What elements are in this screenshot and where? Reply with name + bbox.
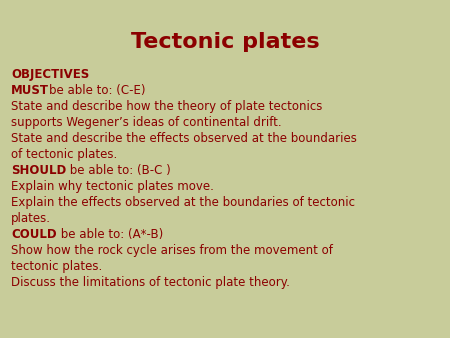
- Text: Explain why tectonic plates move.: Explain why tectonic plates move.: [11, 180, 214, 193]
- Text: MUST: MUST: [11, 84, 49, 97]
- Text: SHOULD: SHOULD: [11, 164, 67, 177]
- Text: plates.: plates.: [11, 212, 51, 225]
- Text: supports Wegener’s ideas of continental drift.: supports Wegener’s ideas of continental …: [11, 116, 282, 129]
- Text: COULD: COULD: [11, 228, 57, 241]
- Text: be able to: (B-C ): be able to: (B-C ): [67, 164, 171, 177]
- Text: State and describe how the theory of plate tectonics: State and describe how the theory of pla…: [11, 100, 323, 113]
- Text: Tectonic plates: Tectonic plates: [130, 32, 320, 52]
- Text: be able to: (C-E): be able to: (C-E): [49, 84, 146, 97]
- Text: Show how the rock cycle arises from the movement of: Show how the rock cycle arises from the …: [11, 244, 333, 257]
- Text: OBJECTIVES: OBJECTIVES: [11, 68, 90, 81]
- Text: Discuss the limitations of tectonic plate theory.: Discuss the limitations of tectonic plat…: [11, 276, 290, 289]
- Text: Explain the effects observed at the boundaries of tectonic: Explain the effects observed at the boun…: [11, 196, 355, 209]
- Text: State and describe the effects observed at the boundaries: State and describe the effects observed …: [11, 132, 357, 145]
- Text: tectonic plates.: tectonic plates.: [11, 260, 103, 273]
- Text: of tectonic plates.: of tectonic plates.: [11, 148, 117, 161]
- Text: be able to: (A*-B): be able to: (A*-B): [57, 228, 163, 241]
